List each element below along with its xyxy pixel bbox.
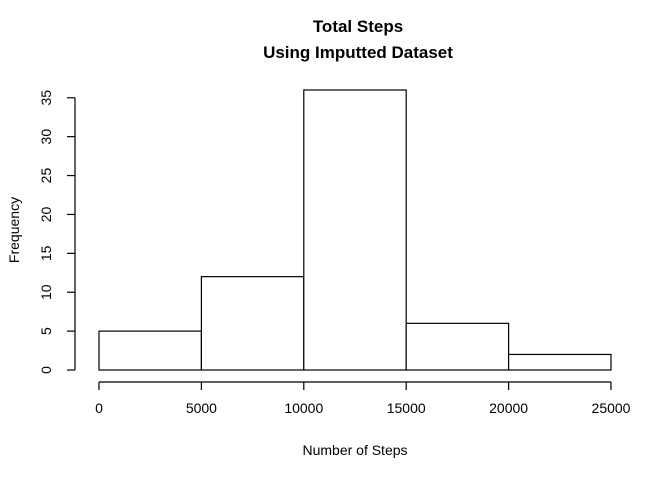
y-tick-label-7: 35 [38, 90, 54, 106]
y-tick-label-1: 5 [38, 327, 54, 335]
y-axis-label: Frequency [6, 197, 22, 263]
y-tick-label-0: 0 [38, 366, 54, 374]
y-tick-label-3: 15 [38, 245, 54, 261]
x-tick-label-0: 0 [95, 400, 103, 416]
y-tick-label-6: 30 [38, 129, 54, 145]
x-tick-label-1: 5000 [186, 400, 217, 416]
histogram-bar-2 [303, 89, 407, 371]
x-tick-label-3: 15000 [387, 400, 426, 416]
bars-group [98, 89, 612, 371]
y-tick-label-2: 10 [38, 284, 54, 300]
histogram-bar-3 [405, 322, 510, 371]
x-tick-label-4: 20000 [489, 400, 528, 416]
histogram-bar-0 [98, 330, 203, 371]
x-axis: 0 5000 10000 15000 20000 25000 [95, 381, 631, 416]
histogram-bar-1 [200, 276, 305, 371]
y-tick-label-5: 25 [38, 168, 54, 184]
x-tick-label-5: 25000 [592, 400, 631, 416]
y-tick-label-4: 20 [38, 206, 54, 222]
y-axis: 0 5 10 15 20 25 30 35 [38, 90, 76, 374]
x-axis-label: Number of Steps [302, 442, 407, 458]
x-tick-label-2: 10000 [284, 400, 323, 416]
chart-subtitle: Using Imputted Dataset [263, 43, 453, 62]
chart-title: Total Steps [313, 17, 403, 36]
histogram-bar-4 [508, 353, 612, 371]
